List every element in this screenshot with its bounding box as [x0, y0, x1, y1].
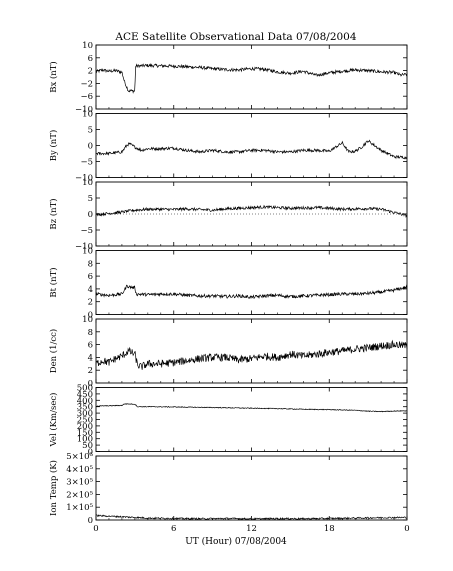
- y-tick-label-by: 10: [82, 110, 93, 120]
- y-tick-label-bz: 10: [82, 178, 93, 188]
- y-tick-label-temp: 4×10⁵: [66, 465, 93, 475]
- y-tick-label-vel: 500: [77, 384, 93, 394]
- panel-frame-by: [95, 113, 408, 178]
- series-line-temp: [95, 514, 408, 521]
- chart-title: ACE Satellite Observational Data 07/08/2…: [114, 31, 356, 43]
- x-tick-labels: 0 6 12 18 0: [93, 524, 409, 534]
- y-tick-label-bz: −5: [80, 226, 93, 236]
- y-tick-label-bx: 10: [82, 41, 93, 51]
- series-line-bz: [95, 204, 408, 218]
- panel-frame-vel: [95, 387, 408, 452]
- y-tick-label-vel: 150: [77, 428, 93, 438]
- y-tick-label-by: 0: [88, 142, 93, 152]
- y-tick-label-den: 4: [88, 353, 93, 363]
- y-tick-label-den: 0: [88, 379, 93, 389]
- series-line-by: [95, 139, 408, 160]
- y-tick-label-bt: 8: [88, 259, 93, 269]
- y-tick-label-bt: 0: [88, 311, 93, 321]
- y-axis-label-temp: Ion Temp (K): [48, 460, 59, 516]
- panel-frame-den: [95, 318, 408, 384]
- y-tick-label-bt: 6: [88, 272, 93, 282]
- y-tick-label-bx: −2: [80, 79, 93, 89]
- panel-den: 10 8 6 4 2 0 Den (1/cc): [48, 315, 408, 389]
- y-axis-label-bx: Bx (nT): [48, 61, 59, 93]
- y-tick-label-vel: 400: [77, 396, 93, 406]
- y-tick-label-vel: 300: [77, 409, 93, 419]
- y-tick-label-vel: 200: [77, 422, 93, 432]
- y-tick-label-bt: 2: [88, 298, 93, 308]
- y-tick-label-den: 6: [88, 341, 93, 351]
- panel-bx: 10 6 2 −2 −6 −10 Bx (nT): [48, 41, 408, 115]
- panel-frame-bx: [95, 44, 408, 110]
- y-tick-label-by: −10: [75, 174, 93, 184]
- y-axis-label-bz: Bz (nT): [48, 198, 59, 229]
- x-tick-label: 6: [171, 524, 176, 534]
- x-tick-label: 0: [93, 524, 98, 534]
- y-tick-label-vel: 0: [88, 448, 93, 458]
- y-axis-label-bt: Bt (nT): [48, 267, 59, 297]
- y-tick-label-bz: −10: [75, 242, 93, 252]
- x-tick-label: 18: [324, 524, 335, 534]
- y-tick-label-bt: 4: [88, 285, 93, 295]
- y-tick-label-vel: 450: [77, 390, 93, 400]
- y-tick-label-den: 10: [82, 315, 93, 325]
- y-tick-label-vel: 250: [77, 416, 93, 426]
- y-axis-label-vel: Vel (Km/sec): [48, 393, 59, 448]
- y-tick-label-den: 2: [88, 366, 93, 376]
- y-axis-label-den: Den (1/cc): [48, 329, 59, 373]
- y-tick-label-bt: 10: [82, 247, 93, 257]
- y-tick-label-temp: 2×10⁵: [66, 490, 93, 500]
- panel-bt: 10 8 6 4 2 0 Bt (nT): [48, 247, 408, 321]
- panel-temp: 5×10⁵ 4×10⁵ 3×10⁵ 2×10⁵ 1×10⁵ 0 Ion Temp (K): [48, 452, 408, 526]
- y-tick-label-vel: 50: [82, 441, 93, 451]
- x-tick-label: 0: [404, 524, 409, 534]
- y-tick-label-bx: −10: [75, 105, 93, 115]
- y-tick-label-by: −5: [80, 158, 93, 168]
- x-tick-label: 12: [246, 524, 257, 534]
- y-tick-label-bz: 0: [88, 210, 93, 220]
- y-tick-label-vel: 100: [77, 435, 93, 445]
- y-tick-label-bx: 2: [88, 67, 93, 77]
- series-line-bt: [95, 284, 408, 300]
- y-tick-label-temp: 1×10⁵: [66, 503, 93, 513]
- y-tick-label-bz: 5: [88, 194, 93, 204]
- panel-bz: 10 5 0 −5 −10 Bz (nT): [48, 178, 408, 252]
- series-line-den: [95, 339, 408, 370]
- panel-frame-temp: [95, 455, 408, 521]
- x-axis-label: UT (Hour) 07/08/2004: [185, 536, 287, 547]
- y-tick-label-den: 8: [88, 328, 93, 338]
- y-tick-label-bx: 6: [88, 54, 93, 64]
- y-tick-label-bx: −6: [80, 92, 93, 102]
- series-line-vel: [95, 403, 408, 413]
- y-tick-label-temp: 0: [88, 516, 93, 526]
- panel-by: 10 5 0 −5 −10 By (nT): [48, 110, 408, 184]
- y-tick-label-vel: 350: [77, 403, 93, 413]
- y-tick-label-temp: 3×10⁵: [66, 478, 93, 488]
- panel-frame-bt: [95, 250, 408, 315]
- y-tick-label-by: 5: [88, 126, 93, 136]
- y-tick-label-temp: 5×10⁵: [66, 452, 93, 462]
- series-line-bx: [95, 63, 408, 94]
- y-axis-label-by: By (nT): [48, 130, 59, 162]
